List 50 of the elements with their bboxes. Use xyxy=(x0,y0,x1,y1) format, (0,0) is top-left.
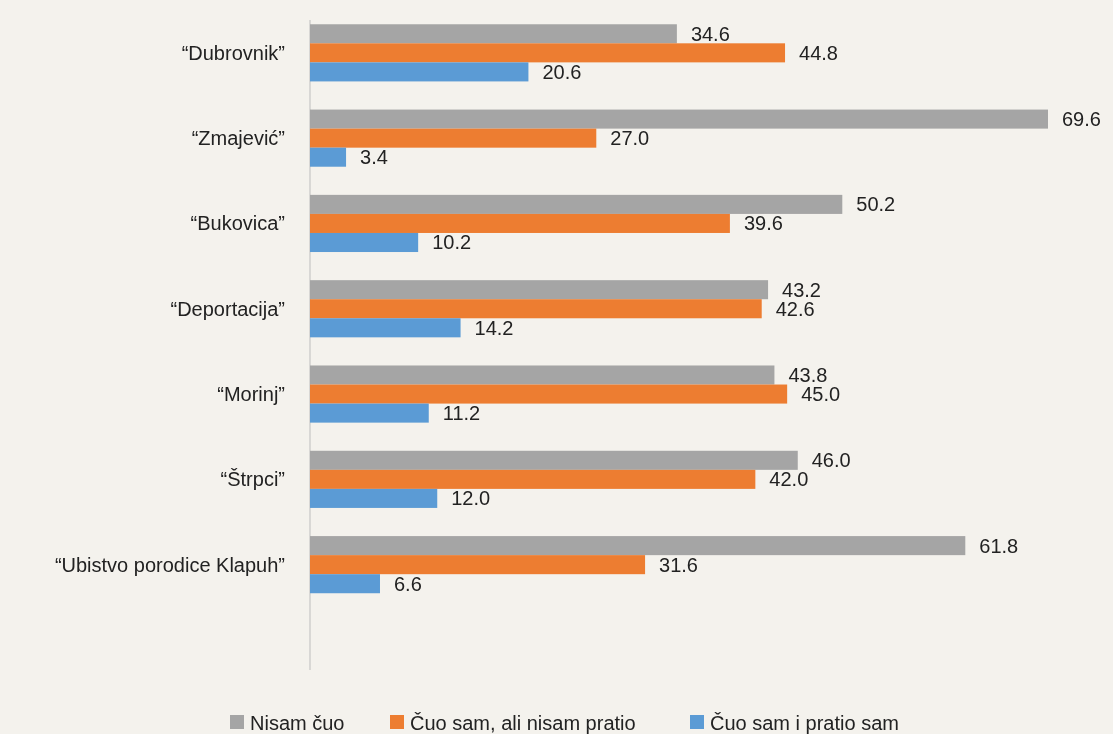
bar xyxy=(310,109,1048,129)
data-label: 34.6 xyxy=(690,22,730,45)
data-label: 20.6 xyxy=(542,60,582,83)
bar xyxy=(310,62,529,82)
legend-label: Nisam čuo xyxy=(250,712,345,734)
bar xyxy=(310,232,419,253)
data-label: 42.0 xyxy=(769,468,809,491)
bar xyxy=(310,403,429,423)
data-label: 43.8 xyxy=(788,364,828,386)
bar xyxy=(310,536,966,556)
data-label: 46.0 xyxy=(811,449,851,472)
data-label: 6.6 xyxy=(393,572,422,595)
data-label: 27.0 xyxy=(610,127,650,150)
y-tick-label: “Dubrovnik” xyxy=(181,41,285,64)
data-label: 31.6 xyxy=(659,553,699,576)
legend-label: Čuo sam, ali nisam pratio xyxy=(410,712,636,734)
data-label: 61.8 xyxy=(979,534,1019,557)
data-label: 44.8 xyxy=(799,41,838,64)
bar xyxy=(310,365,775,385)
y-tick-label: “Ubistvo porodice Klapuh” xyxy=(54,553,285,576)
bar xyxy=(310,469,756,489)
data-label: 14.2 xyxy=(474,316,514,339)
bar xyxy=(310,147,347,167)
bar xyxy=(310,299,762,319)
data-label: 11.2 xyxy=(442,402,481,425)
y-tick-label: “Deportacija” xyxy=(170,297,285,320)
bar xyxy=(310,128,597,148)
data-label: 50.2 xyxy=(856,193,896,216)
data-label: 10.2 xyxy=(432,231,472,254)
data-label: 3.4 xyxy=(360,146,388,169)
y-tick-label: “Štrpci” xyxy=(220,468,285,491)
bar xyxy=(310,24,677,44)
legend-label: Čuo sam i pratio sam xyxy=(710,712,899,734)
bar xyxy=(310,280,769,300)
bar xyxy=(310,318,461,338)
bar xyxy=(310,450,798,470)
data-label: 69.6 xyxy=(1062,108,1101,131)
bar xyxy=(310,43,786,63)
y-tick-label: “Morinj” xyxy=(217,383,285,406)
y-tick-label: “Zmajević” xyxy=(191,127,285,150)
bar xyxy=(310,194,843,214)
y-tick-label: “Bukovica” xyxy=(190,212,285,235)
bar xyxy=(310,488,438,508)
bar xyxy=(310,213,730,233)
data-label: 45.0 xyxy=(801,383,841,406)
data-label: 12.0 xyxy=(451,487,491,510)
bar xyxy=(310,555,646,575)
data-label: 39.6 xyxy=(743,212,783,235)
bar xyxy=(310,384,788,404)
bar xyxy=(310,574,380,594)
